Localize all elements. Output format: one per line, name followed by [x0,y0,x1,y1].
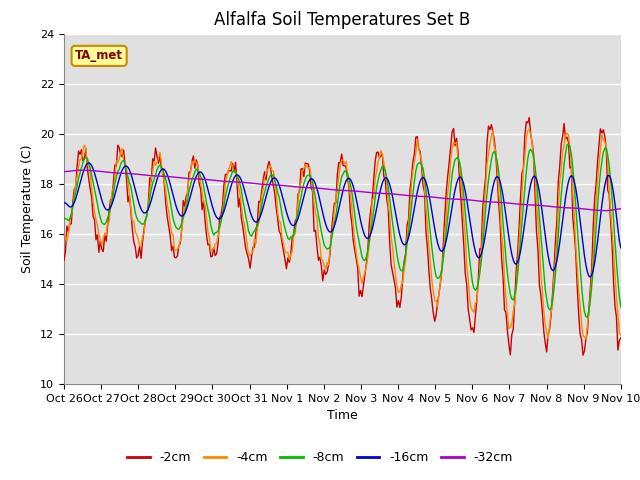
Y-axis label: Soil Temperature (C): Soil Temperature (C) [22,144,35,273]
Title: Alfalfa Soil Temperatures Set B: Alfalfa Soil Temperatures Set B [214,11,470,29]
Legend: -2cm, -4cm, -8cm, -16cm, -32cm: -2cm, -4cm, -8cm, -16cm, -32cm [122,446,518,469]
Text: TA_met: TA_met [75,49,123,62]
X-axis label: Time: Time [327,409,358,422]
